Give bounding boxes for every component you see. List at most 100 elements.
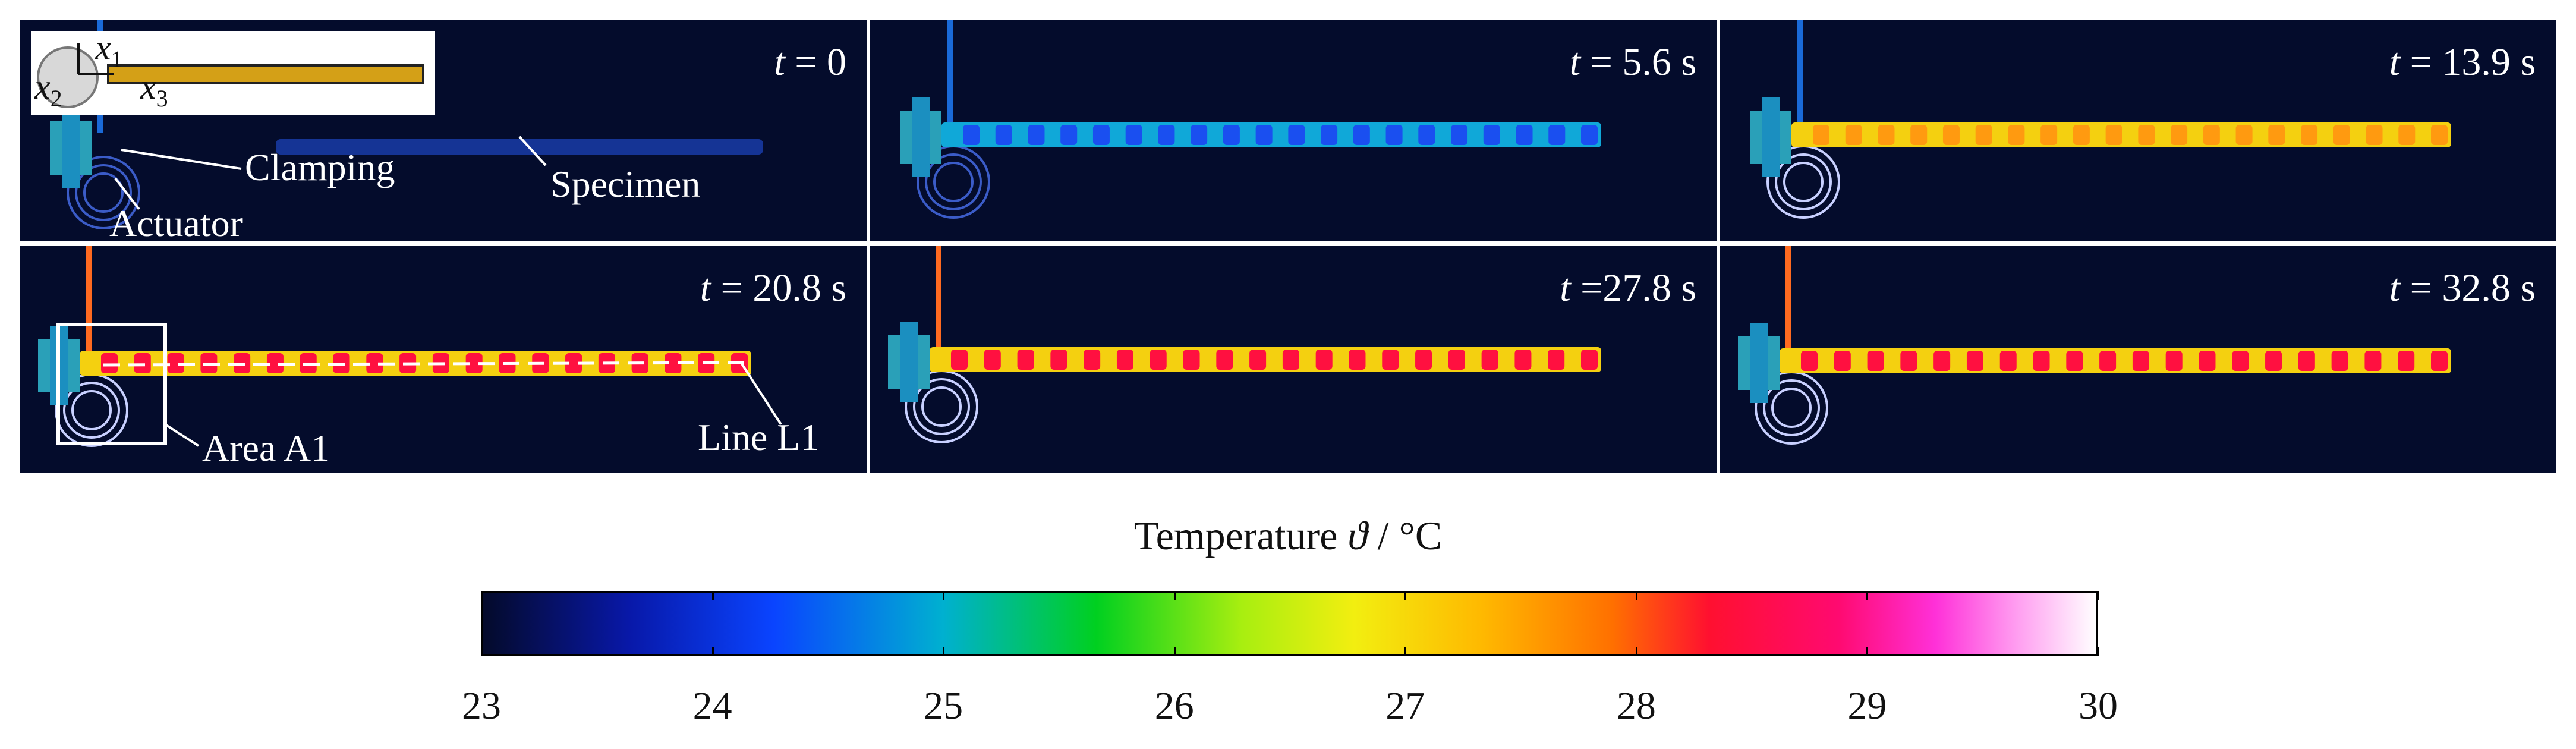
actuator-ring bbox=[71, 390, 112, 430]
actuator-ring bbox=[1763, 379, 1820, 436]
hot-spot bbox=[1116, 350, 1133, 370]
clamping-post bbox=[1762, 97, 1780, 177]
hot-spot bbox=[2301, 125, 2318, 145]
hot-spot bbox=[1548, 350, 1565, 370]
colorbar-title: Temperature ϑ / °C bbox=[1133, 513, 1443, 558]
hot-spot bbox=[1060, 125, 1078, 145]
hot-spot bbox=[2366, 125, 2383, 145]
hot-spot bbox=[1216, 350, 1233, 370]
hot-spot bbox=[1223, 125, 1240, 145]
hot-spot bbox=[2132, 351, 2149, 371]
actuator-wire bbox=[1797, 20, 1803, 122]
axis-x1-label: x bbox=[95, 28, 111, 67]
area-leader bbox=[164, 423, 200, 447]
actuator-ring bbox=[67, 156, 140, 229]
hot-spot bbox=[2066, 351, 2083, 371]
time-label-2: t = 5.6 s bbox=[1569, 40, 1696, 84]
actuator-wire bbox=[86, 246, 92, 351]
colorbar-tick-bottom bbox=[1404, 647, 1407, 656]
hot-spot bbox=[1999, 351, 2017, 371]
colorbar-tick-top bbox=[1404, 591, 1407, 600]
hot-spot bbox=[1516, 125, 1533, 145]
hot-spot bbox=[1867, 351, 1884, 371]
colorbar-tick-top bbox=[711, 591, 714, 600]
hot-spot bbox=[565, 353, 582, 373]
colorbar-tick-label: 28 bbox=[1616, 684, 1656, 728]
specimen-beam bbox=[276, 139, 763, 155]
hot-spot bbox=[1514, 350, 1532, 370]
hot-spot bbox=[1548, 125, 1566, 145]
thermal-image-2 bbox=[900, 20, 1601, 219]
colorbar-tick-top bbox=[2098, 591, 2099, 600]
clamping-post bbox=[900, 322, 918, 402]
colorbar-tick-bottom bbox=[1173, 647, 1176, 656]
hot-spot bbox=[1801, 351, 1818, 371]
hot-spot bbox=[1900, 351, 1917, 371]
hot-spot bbox=[1288, 125, 1305, 145]
actuator-wire bbox=[947, 20, 953, 122]
actuator-ring bbox=[1771, 388, 1812, 428]
hot-spot bbox=[465, 353, 483, 373]
area-a1-label: Area A1 bbox=[202, 427, 330, 469]
actuator-ring bbox=[925, 153, 982, 210]
hot-spot bbox=[266, 353, 284, 373]
time-label-6: t = 32.8 s bbox=[2389, 266, 2536, 310]
clamping-label: Clamping bbox=[245, 146, 395, 188]
hot-spot bbox=[1315, 350, 1333, 370]
hot-spot bbox=[2265, 351, 2282, 371]
hot-spot bbox=[1255, 125, 1273, 145]
thermal-panel-1: x1 x2 x3 t = 0 Clamping Specimen Actuato… bbox=[20, 20, 867, 241]
time-label-4: t = 20.8 s bbox=[700, 266, 846, 310]
hot-spot bbox=[2073, 125, 2090, 145]
colorbar-tick-bottom bbox=[2098, 647, 2099, 656]
hot-spot bbox=[1028, 125, 1045, 145]
axis-x3-sub: 3 bbox=[156, 85, 168, 112]
hot-spot bbox=[2364, 351, 2382, 371]
actuator-label: Actuator bbox=[109, 202, 243, 242]
time-label-1: t = 0 bbox=[774, 40, 846, 84]
hot-spot bbox=[1581, 125, 1598, 145]
actuator-ring bbox=[63, 382, 120, 439]
hot-spot bbox=[1092, 125, 1110, 145]
colorbar-tick-top bbox=[1173, 591, 1176, 600]
colorbar-tick-top bbox=[943, 591, 945, 600]
hot-spot bbox=[1183, 350, 1200, 370]
hot-spot bbox=[2203, 125, 2220, 145]
hot-spot bbox=[1249, 350, 1267, 370]
hot-spot bbox=[101, 353, 118, 373]
thermal-image-3 bbox=[1750, 20, 2451, 219]
hot-spot bbox=[665, 353, 682, 373]
actuator-ring bbox=[83, 172, 124, 213]
axis-x1-sub: 1 bbox=[111, 46, 123, 73]
hot-spot bbox=[2333, 125, 2350, 145]
actuator-ring bbox=[913, 378, 970, 435]
colorbar-tick-bottom bbox=[711, 647, 714, 656]
hot-spot bbox=[1158, 125, 1175, 145]
colorbar-tick-label: 24 bbox=[692, 684, 732, 728]
hot-spot bbox=[2298, 351, 2315, 371]
hot-spot bbox=[1878, 125, 1895, 145]
hot-spot bbox=[2431, 351, 2448, 371]
hot-spot bbox=[2398, 125, 2416, 145]
clamping-post bbox=[912, 97, 930, 177]
hot-spot bbox=[1966, 351, 1983, 371]
hot-spot bbox=[1845, 125, 1862, 145]
hot-spot bbox=[1834, 351, 1851, 371]
actuator-ring bbox=[921, 386, 962, 427]
hot-spot bbox=[1975, 125, 1992, 145]
colorbar-tick-top bbox=[1866, 591, 1869, 600]
hot-spot bbox=[134, 353, 151, 373]
axis-x2-label: x bbox=[34, 67, 51, 106]
hot-spot bbox=[2138, 125, 2155, 145]
colorbar-tick-label: 27 bbox=[1385, 684, 1425, 728]
hot-spot bbox=[1382, 350, 1399, 370]
colorbar-tick-top bbox=[481, 591, 483, 600]
hot-spot bbox=[2331, 351, 2348, 371]
hot-spot bbox=[2033, 351, 2050, 371]
hot-spot bbox=[2232, 351, 2249, 371]
axis-x2-sub: 2 bbox=[50, 85, 62, 112]
actuator-ring bbox=[933, 162, 974, 202]
actuator-leader bbox=[114, 177, 140, 210]
time-label-3: t = 13.9 s bbox=[2389, 40, 2536, 84]
hot-spot bbox=[995, 125, 1012, 145]
